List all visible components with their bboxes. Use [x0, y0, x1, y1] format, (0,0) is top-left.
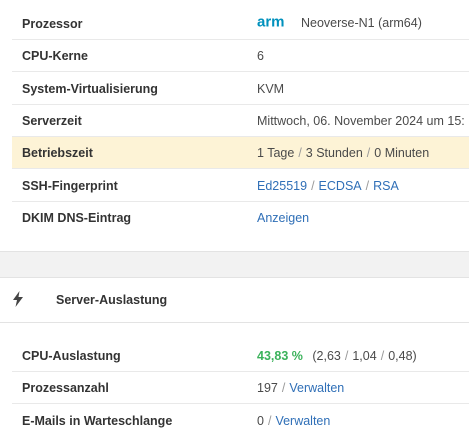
load-avg-5: 1,04: [352, 348, 377, 363]
load-avg-1: 2,63: [316, 348, 341, 363]
mail-queue-value: 0/Verwalten: [257, 414, 331, 428]
process-count: 197: [257, 380, 278, 395]
row-virtualization: System-Virtualisierung KVM: [12, 73, 469, 105]
cpu-cores-label: CPU-Kerne: [22, 48, 88, 63]
row-dkim: DKIM DNS-Eintrag Anzeigen: [12, 202, 469, 234]
row-ssh-fingerprint: SSH-Fingerprint Ed25519/ECDSA / RSA: [12, 170, 469, 202]
bolt-icon: [12, 291, 24, 310]
dkim-show-link[interactable]: Anzeigen: [257, 211, 310, 225]
virtualization-value: KVM: [257, 81, 285, 96]
process-count-label: Prozessanzahl: [22, 380, 109, 395]
uptime-minutes: 0 Minuten: [374, 145, 430, 160]
dkim-label: DKIM DNS-Eintrag: [22, 211, 132, 225]
load-avg-15: 0,48: [388, 348, 413, 363]
ssh-fingerprint-links: Ed25519/ECDSA / RSA: [257, 178, 399, 193]
server-load-title: Server-Auslastung: [56, 293, 168, 307]
server-load-card: Server-Auslastung CPU-Auslastung 43,83 %…: [0, 277, 469, 435]
row-processor: Prozessor arm Neoverse-N1 (arm64): [12, 8, 469, 40]
server-time-label: Serverzeit: [22, 113, 82, 128]
processor-name: Neoverse-N1 (arm64): [301, 15, 422, 30]
row-mail-queue: E-Mails in Warteschlange 0/Verwalten: [12, 405, 469, 435]
row-cpu-cores: CPU-Kerne 6: [12, 40, 469, 72]
uptime-label: Betriebszeit: [22, 145, 93, 160]
virtualization-label: System-Virtualisierung: [22, 81, 158, 96]
uptime-hours: 3 Stunden: [305, 145, 363, 160]
row-server-time: Serverzeit Mittwoch, 06. November 2024 u…: [12, 105, 469, 137]
ssh-ed25519-link[interactable]: Ed25519: [257, 178, 308, 193]
uptime-value: 1 Tage/3 Stunden/0 Minuten: [257, 145, 430, 160]
ssh-rsa-link[interactable]: RSA: [373, 178, 399, 193]
mail-queue-manage-link[interactable]: Verwalten: [275, 414, 331, 428]
cpu-load-label: CPU-Auslastung: [22, 348, 121, 363]
system-info-card: Prozessor arm Neoverse-N1 (arm64) CPU-Ke…: [0, 0, 469, 252]
process-count-value: 197/Verwalten: [257, 380, 345, 395]
cpu-load-value: 43,83 % (2,63/1,04/0,48): [257, 348, 417, 363]
svg-text:arm: arm: [257, 15, 285, 29]
arm-logo-icon: arm: [257, 14, 293, 32]
cpu-cores-value: 6: [257, 48, 264, 63]
uptime-days: 1 Tage: [257, 145, 295, 160]
mail-queue-count: 0: [257, 414, 264, 428]
process-manage-link[interactable]: Verwalten: [289, 380, 345, 395]
mail-queue-label: E-Mails in Warteschlange: [22, 414, 173, 428]
server-time-value: Mittwoch, 06. November 2024 um 15:: [257, 113, 465, 128]
processor-value: arm Neoverse-N1 (arm64): [257, 14, 422, 32]
dkim-value: Anzeigen: [257, 211, 309, 225]
row-cpu-load: CPU-Auslastung 43,83 % (2,63/1,04/0,48): [12, 340, 469, 372]
row-uptime: Betriebszeit 1 Tage/3 Stunden/0 Minuten: [12, 137, 469, 169]
ssh-ecdsa-link[interactable]: ECDSA: [318, 178, 362, 193]
row-process-count: Prozessanzahl 197/Verwalten: [12, 372, 469, 404]
server-load-header: Server-Auslastung: [0, 278, 469, 323]
processor-label: Prozessor: [22, 16, 83, 31]
ssh-fingerprint-label: SSH-Fingerprint: [22, 178, 118, 193]
cpu-load-percent: 43,83 %: [257, 348, 303, 363]
